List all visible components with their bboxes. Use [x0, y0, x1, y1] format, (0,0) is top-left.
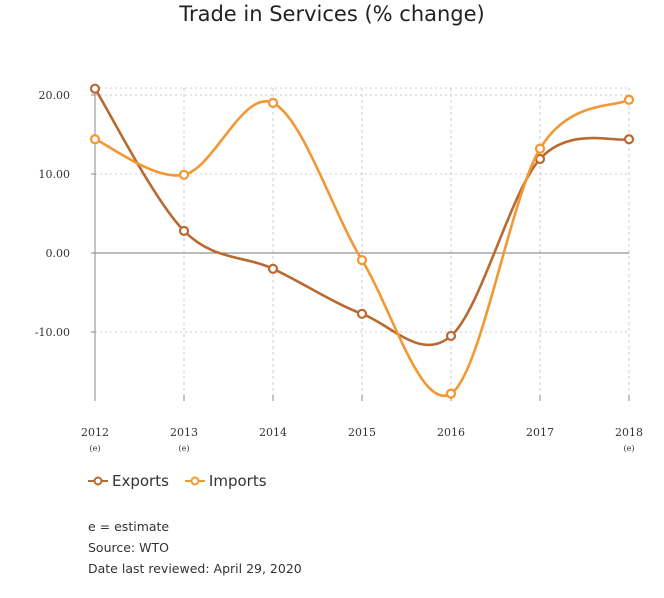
exports-legend-marker [88, 476, 108, 486]
y-tick-label: 0.00 [46, 247, 71, 260]
x-tick-label: 2013 [170, 426, 198, 439]
legend-label-imports: Imports [208, 472, 267, 490]
x-tick-label: 2012 [81, 426, 109, 439]
exports-point [89, 83, 101, 94]
chart-notes: e = estimate Source: WTO Date last revie… [88, 516, 302, 579]
x-tick-label: 2018 [615, 426, 643, 439]
y-tick-label: 10.00 [39, 168, 71, 181]
exports-point [267, 263, 279, 274]
grid [95, 87, 630, 395]
estimate-note: e = estimate [88, 519, 170, 534]
legend-item-imports[interactable]: Imports [184, 472, 267, 490]
chart-title: Trade in Services (% change) [179, 2, 485, 26]
line-chart: -10.00 0.00 10.00 20.00 2012 (e) 2013 (e) 2014 20… [35, 83, 643, 453]
tick-labels: -10.00 0.00 10.00 20.00 2012 (e) 2013 (e) 2014 20… [35, 89, 643, 453]
x-tick-label: 2015 [348, 426, 376, 439]
imports-point [178, 169, 190, 180]
exports-point [445, 330, 457, 342]
imports-point [89, 134, 101, 145]
imports-series-line [94, 98, 630, 398]
imports-point [445, 388, 457, 399]
imports-point [534, 143, 546, 154]
x-tick-label: 2016 [437, 426, 465, 439]
y-tick-label: 20.00 [39, 89, 71, 102]
x-tick-note: (e) [179, 444, 190, 453]
y-tick-label: -10.00 [35, 326, 70, 339]
reviewed-note: Date last reviewed: April 29, 2020 [88, 561, 302, 576]
series-layer [89, 83, 635, 399]
exports-point [623, 134, 635, 145]
x-tick-label: 2014 [259, 426, 287, 439]
legend-label-exports: Exports [112, 472, 169, 490]
source-note: Source: WTO [88, 540, 169, 555]
x-tick-note: (e) [624, 444, 635, 453]
x-tick-label: 2017 [526, 426, 554, 439]
legend: Exports Imports [88, 472, 267, 490]
x-tick-note: (e) [90, 444, 101, 453]
imports-point [267, 97, 279, 109]
imports-point [356, 255, 368, 266]
exports-point [356, 308, 368, 319]
exports-point [178, 225, 190, 236]
imports-legend-marker [184, 476, 205, 486]
legend-item-exports[interactable]: Exports [88, 472, 169, 490]
imports-point [623, 94, 635, 105]
